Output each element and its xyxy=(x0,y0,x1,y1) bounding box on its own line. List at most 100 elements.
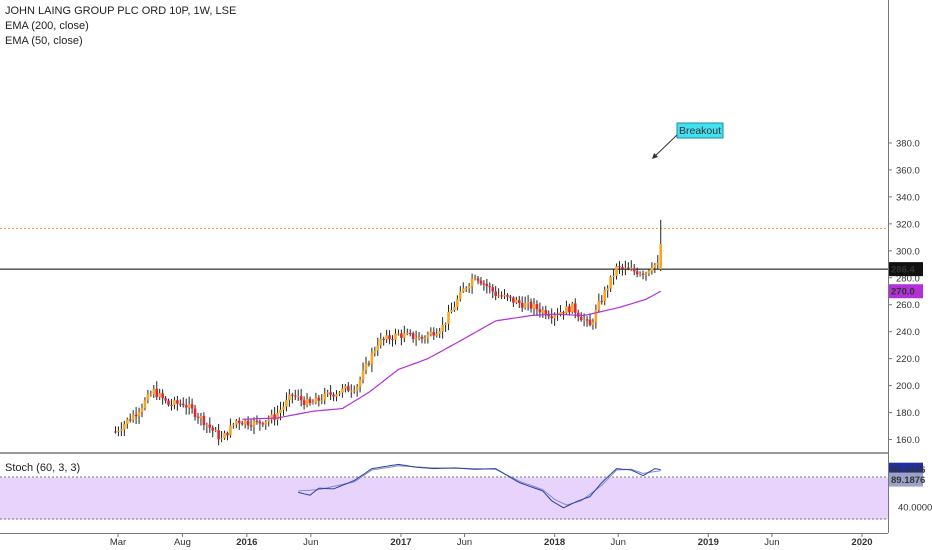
candle-down xyxy=(217,430,220,440)
candle-up xyxy=(571,303,574,313)
candle-down xyxy=(181,403,185,406)
candle-up xyxy=(467,286,471,289)
ema-price-label-bg xyxy=(889,284,923,299)
candle-up xyxy=(656,262,660,265)
y-tick-label: 220.0 xyxy=(896,354,920,365)
candle-down xyxy=(535,304,539,310)
candle-down xyxy=(246,420,250,426)
candle-down xyxy=(388,335,391,340)
stoch-k-value-label: 90.4445 xyxy=(891,465,926,476)
candle-down xyxy=(494,291,497,296)
y-tick-label: 160.0 xyxy=(896,435,920,446)
candle-down xyxy=(347,386,350,391)
candle-down xyxy=(332,394,335,397)
candle-down xyxy=(588,319,592,325)
stoch-legend: Stoch (60, 3, 3) xyxy=(5,462,81,474)
candle-down xyxy=(512,297,515,303)
candle-up xyxy=(450,310,453,312)
candle-down xyxy=(585,319,589,321)
candle-down xyxy=(627,267,630,269)
candle-up xyxy=(205,424,209,426)
candle-down xyxy=(506,295,509,297)
candle-up xyxy=(199,416,203,418)
candle-down xyxy=(170,404,173,406)
candle-down xyxy=(635,271,639,275)
candle-down xyxy=(547,315,551,317)
y-tick-label: 200.0 xyxy=(896,381,920,392)
candle-down xyxy=(261,423,265,425)
candle-up xyxy=(140,407,144,413)
y-tick-label: 280.0 xyxy=(896,273,920,284)
candle-up xyxy=(385,335,388,340)
support-price-label: 286.4 xyxy=(891,265,915,276)
candle-down xyxy=(329,392,332,395)
candle-up xyxy=(397,333,400,335)
candle-down xyxy=(367,363,371,365)
candle-up xyxy=(435,333,439,336)
candle-up xyxy=(594,309,598,323)
x-tick-label: Jun xyxy=(457,537,472,548)
candle-down xyxy=(302,400,306,405)
candle-up xyxy=(270,414,273,420)
candle-up xyxy=(553,315,556,319)
candle-down xyxy=(211,427,215,431)
breakout-annotation-text: Breakout xyxy=(679,125,721,137)
breakout-annotation[interactable] xyxy=(676,122,724,139)
candle-down xyxy=(509,296,512,298)
candle-up xyxy=(243,420,247,425)
candle-up xyxy=(143,400,147,408)
stoch-d-value-label: 89.1876 xyxy=(891,475,925,486)
candle-down xyxy=(482,283,486,285)
x-tick-label: Jun xyxy=(764,537,779,548)
candle-up xyxy=(461,288,465,292)
candle-down xyxy=(562,312,565,314)
candle-down xyxy=(167,400,170,405)
candle-up xyxy=(158,393,161,398)
support-price-label-bg xyxy=(889,262,923,277)
candle-up xyxy=(606,288,609,291)
candle-down xyxy=(273,414,276,420)
candle-up xyxy=(426,334,430,339)
candle-down xyxy=(308,398,312,404)
candle-up xyxy=(515,300,518,303)
candle-down xyxy=(391,339,394,341)
candle-up xyxy=(314,397,318,403)
candle-up xyxy=(120,429,123,431)
x-tick-label: 2017 xyxy=(390,537,411,548)
candle-down xyxy=(255,421,259,423)
candle-up xyxy=(429,331,433,335)
candle-up xyxy=(279,409,282,414)
candle-down xyxy=(202,416,206,426)
candle-up xyxy=(220,438,223,440)
candle-up xyxy=(597,300,601,310)
candle-up xyxy=(438,331,441,334)
stoch-level-label: 40.0000 xyxy=(898,503,932,514)
candle-down xyxy=(208,424,212,428)
candle-up xyxy=(503,295,506,297)
candle-down xyxy=(155,388,159,398)
candle-down xyxy=(544,310,548,316)
candle-up xyxy=(659,244,663,270)
candle-up xyxy=(612,275,615,277)
candle-down xyxy=(161,393,164,399)
candle-down xyxy=(299,396,303,401)
y-tick-label: 340.0 xyxy=(896,192,920,203)
candle-down xyxy=(293,395,297,397)
ema200-legend: EMA (200, close) xyxy=(5,20,89,32)
candle-up xyxy=(647,270,651,274)
y-tick-label: 320.0 xyxy=(896,219,920,230)
chart-title: JOHN LAING GROUP PLC ORD 10P, 1W, LSE xyxy=(5,5,237,17)
candle-up xyxy=(276,413,279,420)
candle-up xyxy=(235,420,238,425)
candle-down xyxy=(237,420,241,424)
breakout-arrow-head xyxy=(652,153,658,159)
candle-down xyxy=(529,301,533,309)
candle-up xyxy=(149,394,153,396)
candle-down xyxy=(550,316,553,319)
candle-up xyxy=(638,273,642,275)
candle-up xyxy=(653,264,657,268)
stoch-k-line xyxy=(298,463,661,509)
candle-down xyxy=(488,286,492,288)
candle-down xyxy=(485,283,489,287)
